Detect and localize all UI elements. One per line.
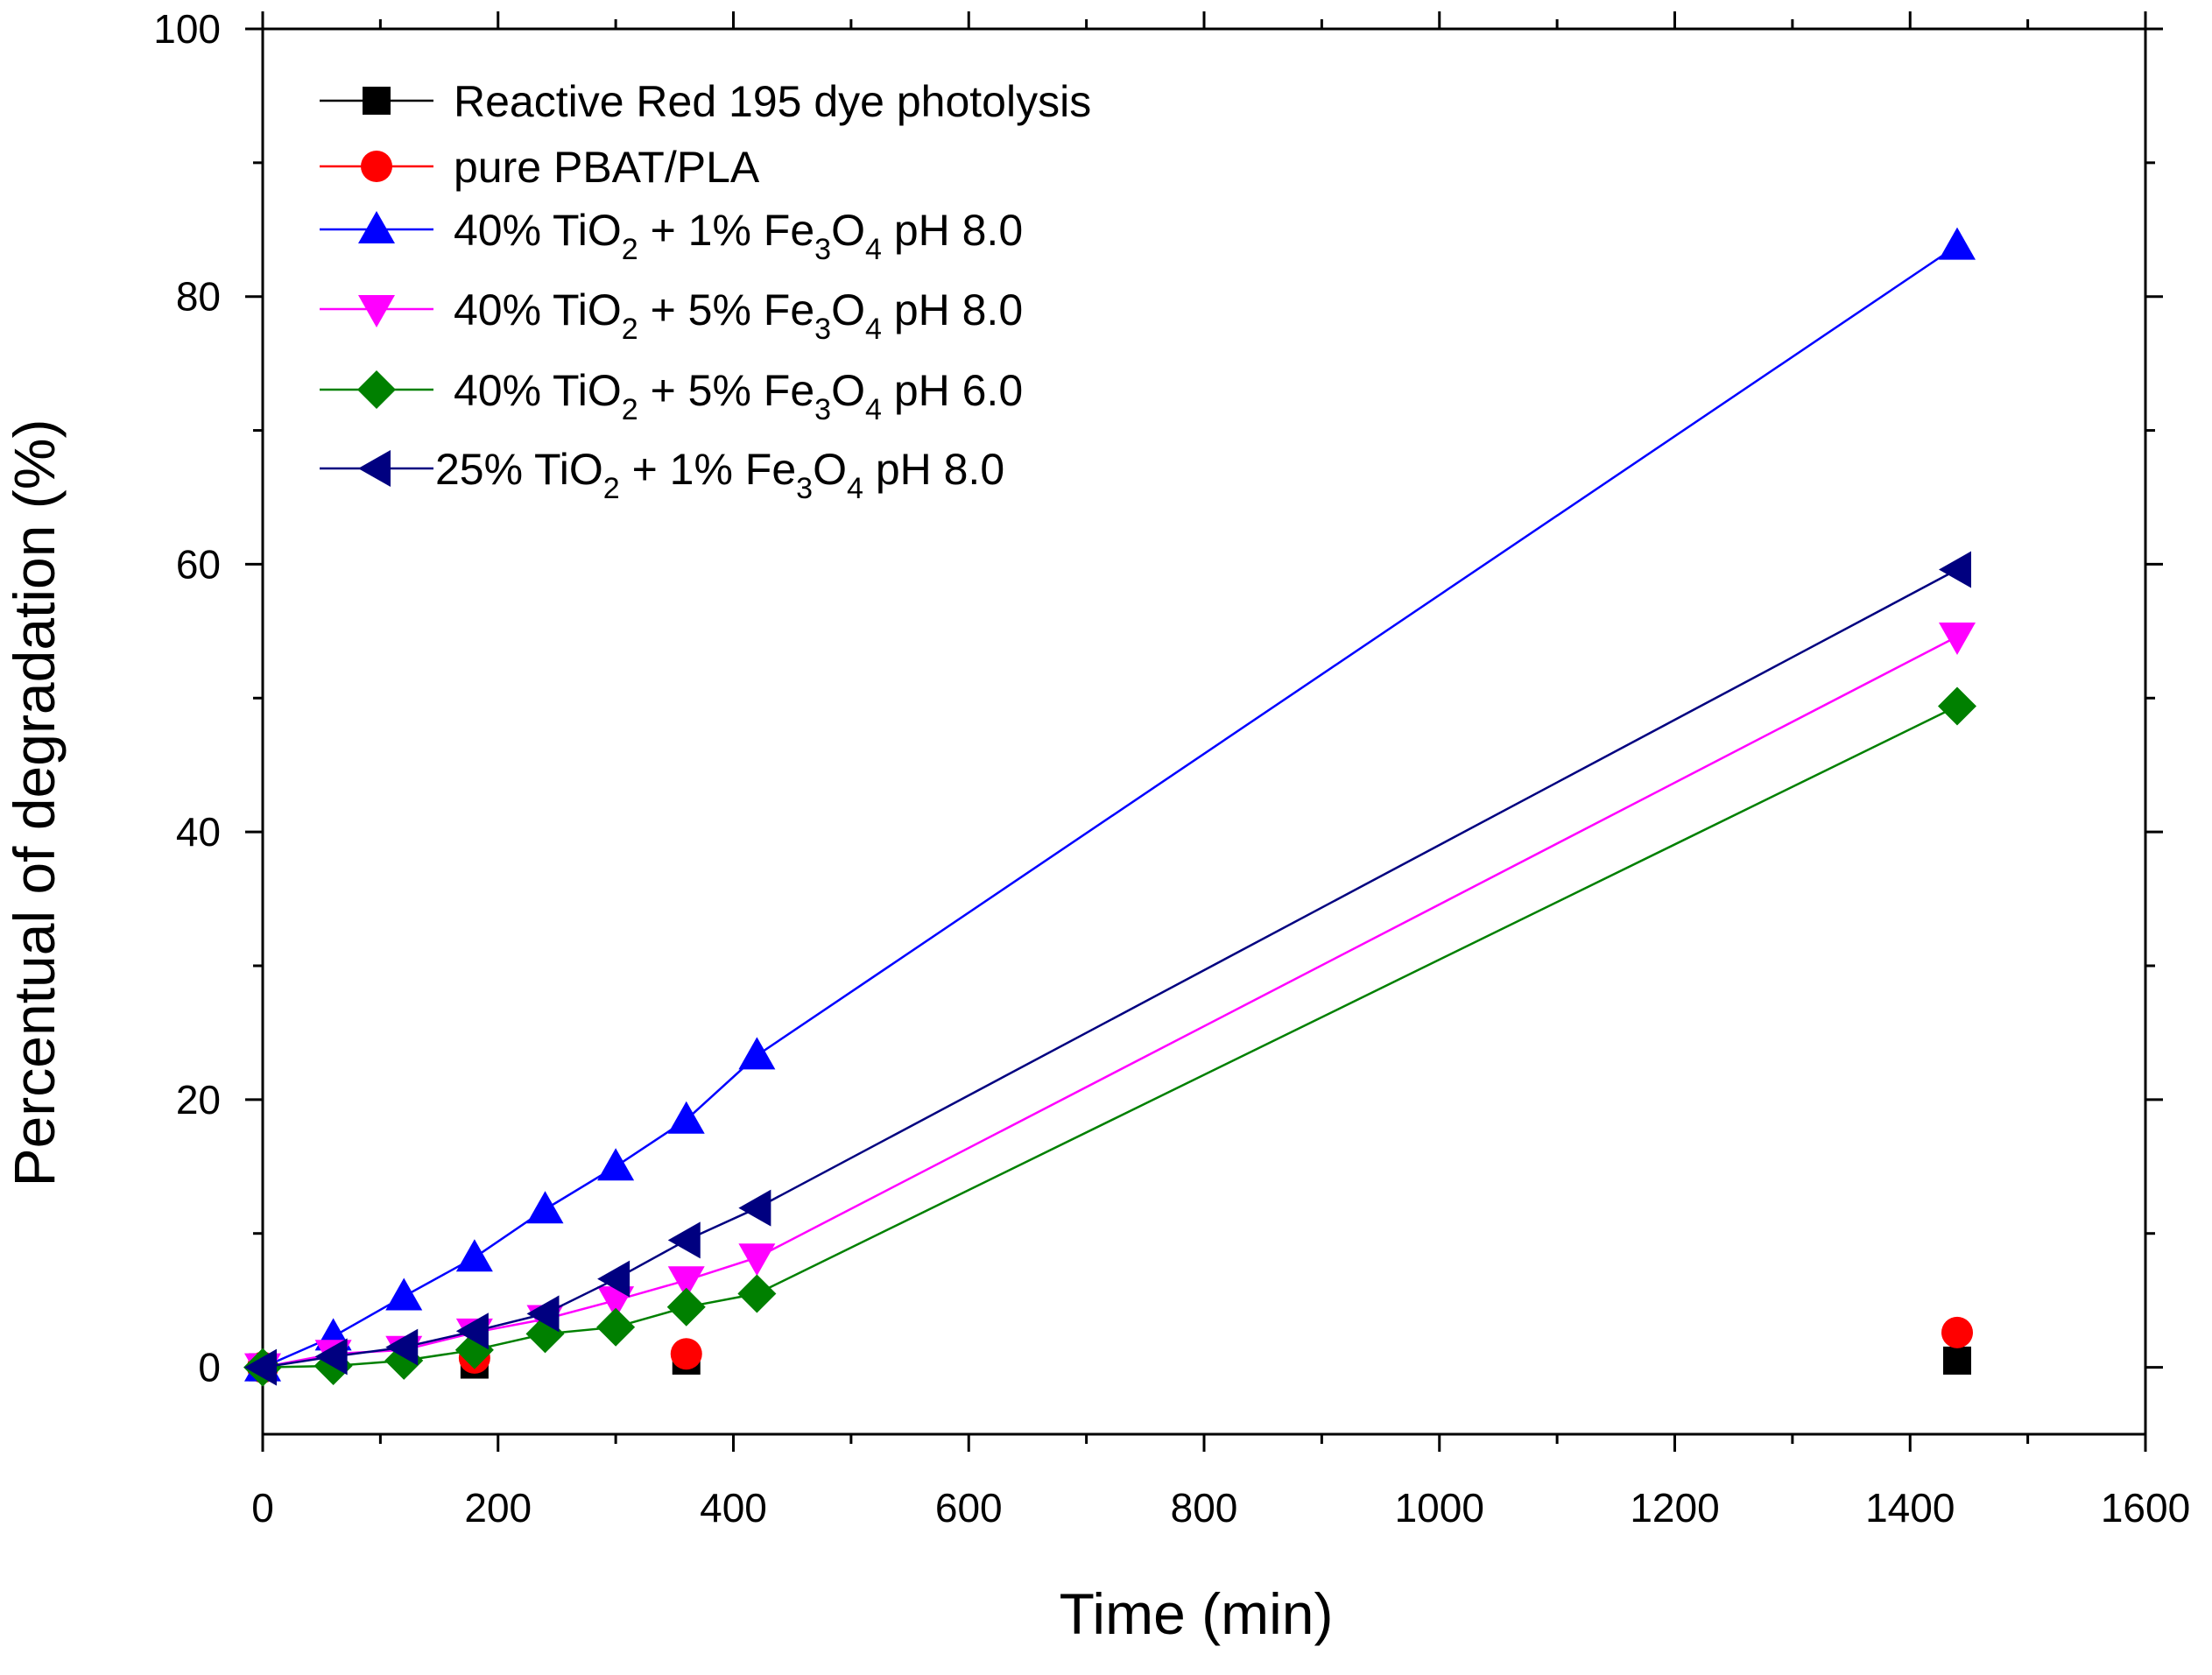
data-point: [597, 1260, 630, 1298]
legend-label: 40% TiO2 + 1% Fe3O4 pH 8.0: [454, 206, 1023, 266]
axes: 0 200 400 600 800 1000 1200 1400 1600 0 20 40 60 80 10…: [153, 6, 2190, 1531]
plot-area: [243, 227, 1976, 1387]
legend-marker: [358, 450, 391, 487]
x-tick-label: 400: [700, 1485, 767, 1531]
x-tick-label: 0: [251, 1485, 274, 1531]
legend-label: 40% TiO2 + 5% Fe3O4 pH 8.0: [454, 285, 1023, 346]
series-line: [262, 568, 1958, 1369]
data-point: [667, 1221, 701, 1259]
data-point: [1941, 1316, 1973, 1348]
x-axis-title: Time (min): [1060, 1581, 1334, 1646]
data-point: [738, 1037, 776, 1070]
data-point: [455, 1239, 493, 1272]
series-4: [243, 686, 1976, 1387]
series-5: [244, 551, 1971, 1386]
legend-label: Reactive Red 195 dye photolysis: [454, 77, 1091, 126]
data-point: [385, 1328, 419, 1366]
x-tick-label: 1400: [1865, 1485, 1955, 1531]
data-point: [385, 1277, 423, 1311]
series-line: [262, 635, 1958, 1369]
data-point: [667, 1101, 705, 1134]
data-point: [1938, 686, 1976, 726]
legend-marker: [361, 151, 392, 182]
data-point: [738, 1189, 771, 1227]
y-tick-label: 100: [153, 6, 221, 52]
data-point: [455, 1313, 489, 1350]
legend: Reactive Red 195 dye photolysis pure PBAT…: [320, 77, 1091, 505]
legend-entry: 25% TiO2 + 1% Fe3O4 pH 8.0: [320, 445, 1004, 505]
x-tick-label: 1600: [2101, 1485, 2190, 1531]
x-tick-label: 1000: [1395, 1485, 1484, 1531]
legend-entry: 40% TiO2 + 5% Fe3O4 pH 6.0: [320, 366, 1023, 426]
data-point: [244, 1348, 277, 1386]
legend-entry: pure PBAT/PLA: [320, 143, 760, 192]
legend-marker: [358, 295, 395, 327]
data-point: [526, 1191, 564, 1224]
data-point: [1939, 227, 1976, 260]
series-line: [262, 705, 1958, 1369]
data-point: [526, 1295, 560, 1333]
y-tick-label: 60: [176, 541, 221, 587]
legend-label: 40% TiO2 + 5% Fe3O4 pH 6.0: [454, 366, 1023, 426]
legend-marker: [357, 370, 396, 409]
x-tick-label: 600: [935, 1485, 1003, 1531]
y-tick-label: 40: [176, 809, 221, 855]
y-tick-label: 20: [176, 1077, 221, 1123]
legend-entry: 40% TiO2 + 5% Fe3O4 pH 8.0: [320, 285, 1023, 346]
y-tick-label: 80: [176, 274, 221, 320]
legend-marker: [363, 87, 391, 115]
data-point: [670, 1338, 702, 1370]
data-point: [667, 1266, 705, 1299]
data-point: [666, 1287, 706, 1327]
data-point: [738, 1243, 776, 1277]
y-tick-label: 0: [198, 1345, 221, 1390]
x-tick-label: 200: [464, 1485, 532, 1531]
legend-entry: 40% TiO2 + 1% Fe3O4 pH 8.0: [320, 206, 1023, 266]
legend-entry: Reactive Red 195 dye photolysis: [320, 77, 1091, 126]
data-point: [1943, 1346, 1971, 1375]
data-point: [1939, 551, 1971, 588]
series-0: [249, 1346, 1971, 1382]
data-point: [314, 1338, 348, 1376]
data-point: [737, 1274, 777, 1313]
legend-label: pure PBAT/PLA: [454, 143, 760, 192]
legend-marker: [358, 211, 395, 243]
data-point: [1939, 622, 1976, 655]
legend-label: 25% TiO2 + 1% Fe3O4 pH 8.0: [435, 445, 1004, 505]
x-tick-label: 800: [1171, 1485, 1238, 1531]
x-tick-label: 1200: [1630, 1485, 1719, 1531]
y-axis-title: Percentual of degradation (%): [2, 419, 67, 1187]
series-3: [244, 622, 1976, 1386]
data-point: [596, 1307, 636, 1347]
data-point: [597, 1148, 635, 1181]
